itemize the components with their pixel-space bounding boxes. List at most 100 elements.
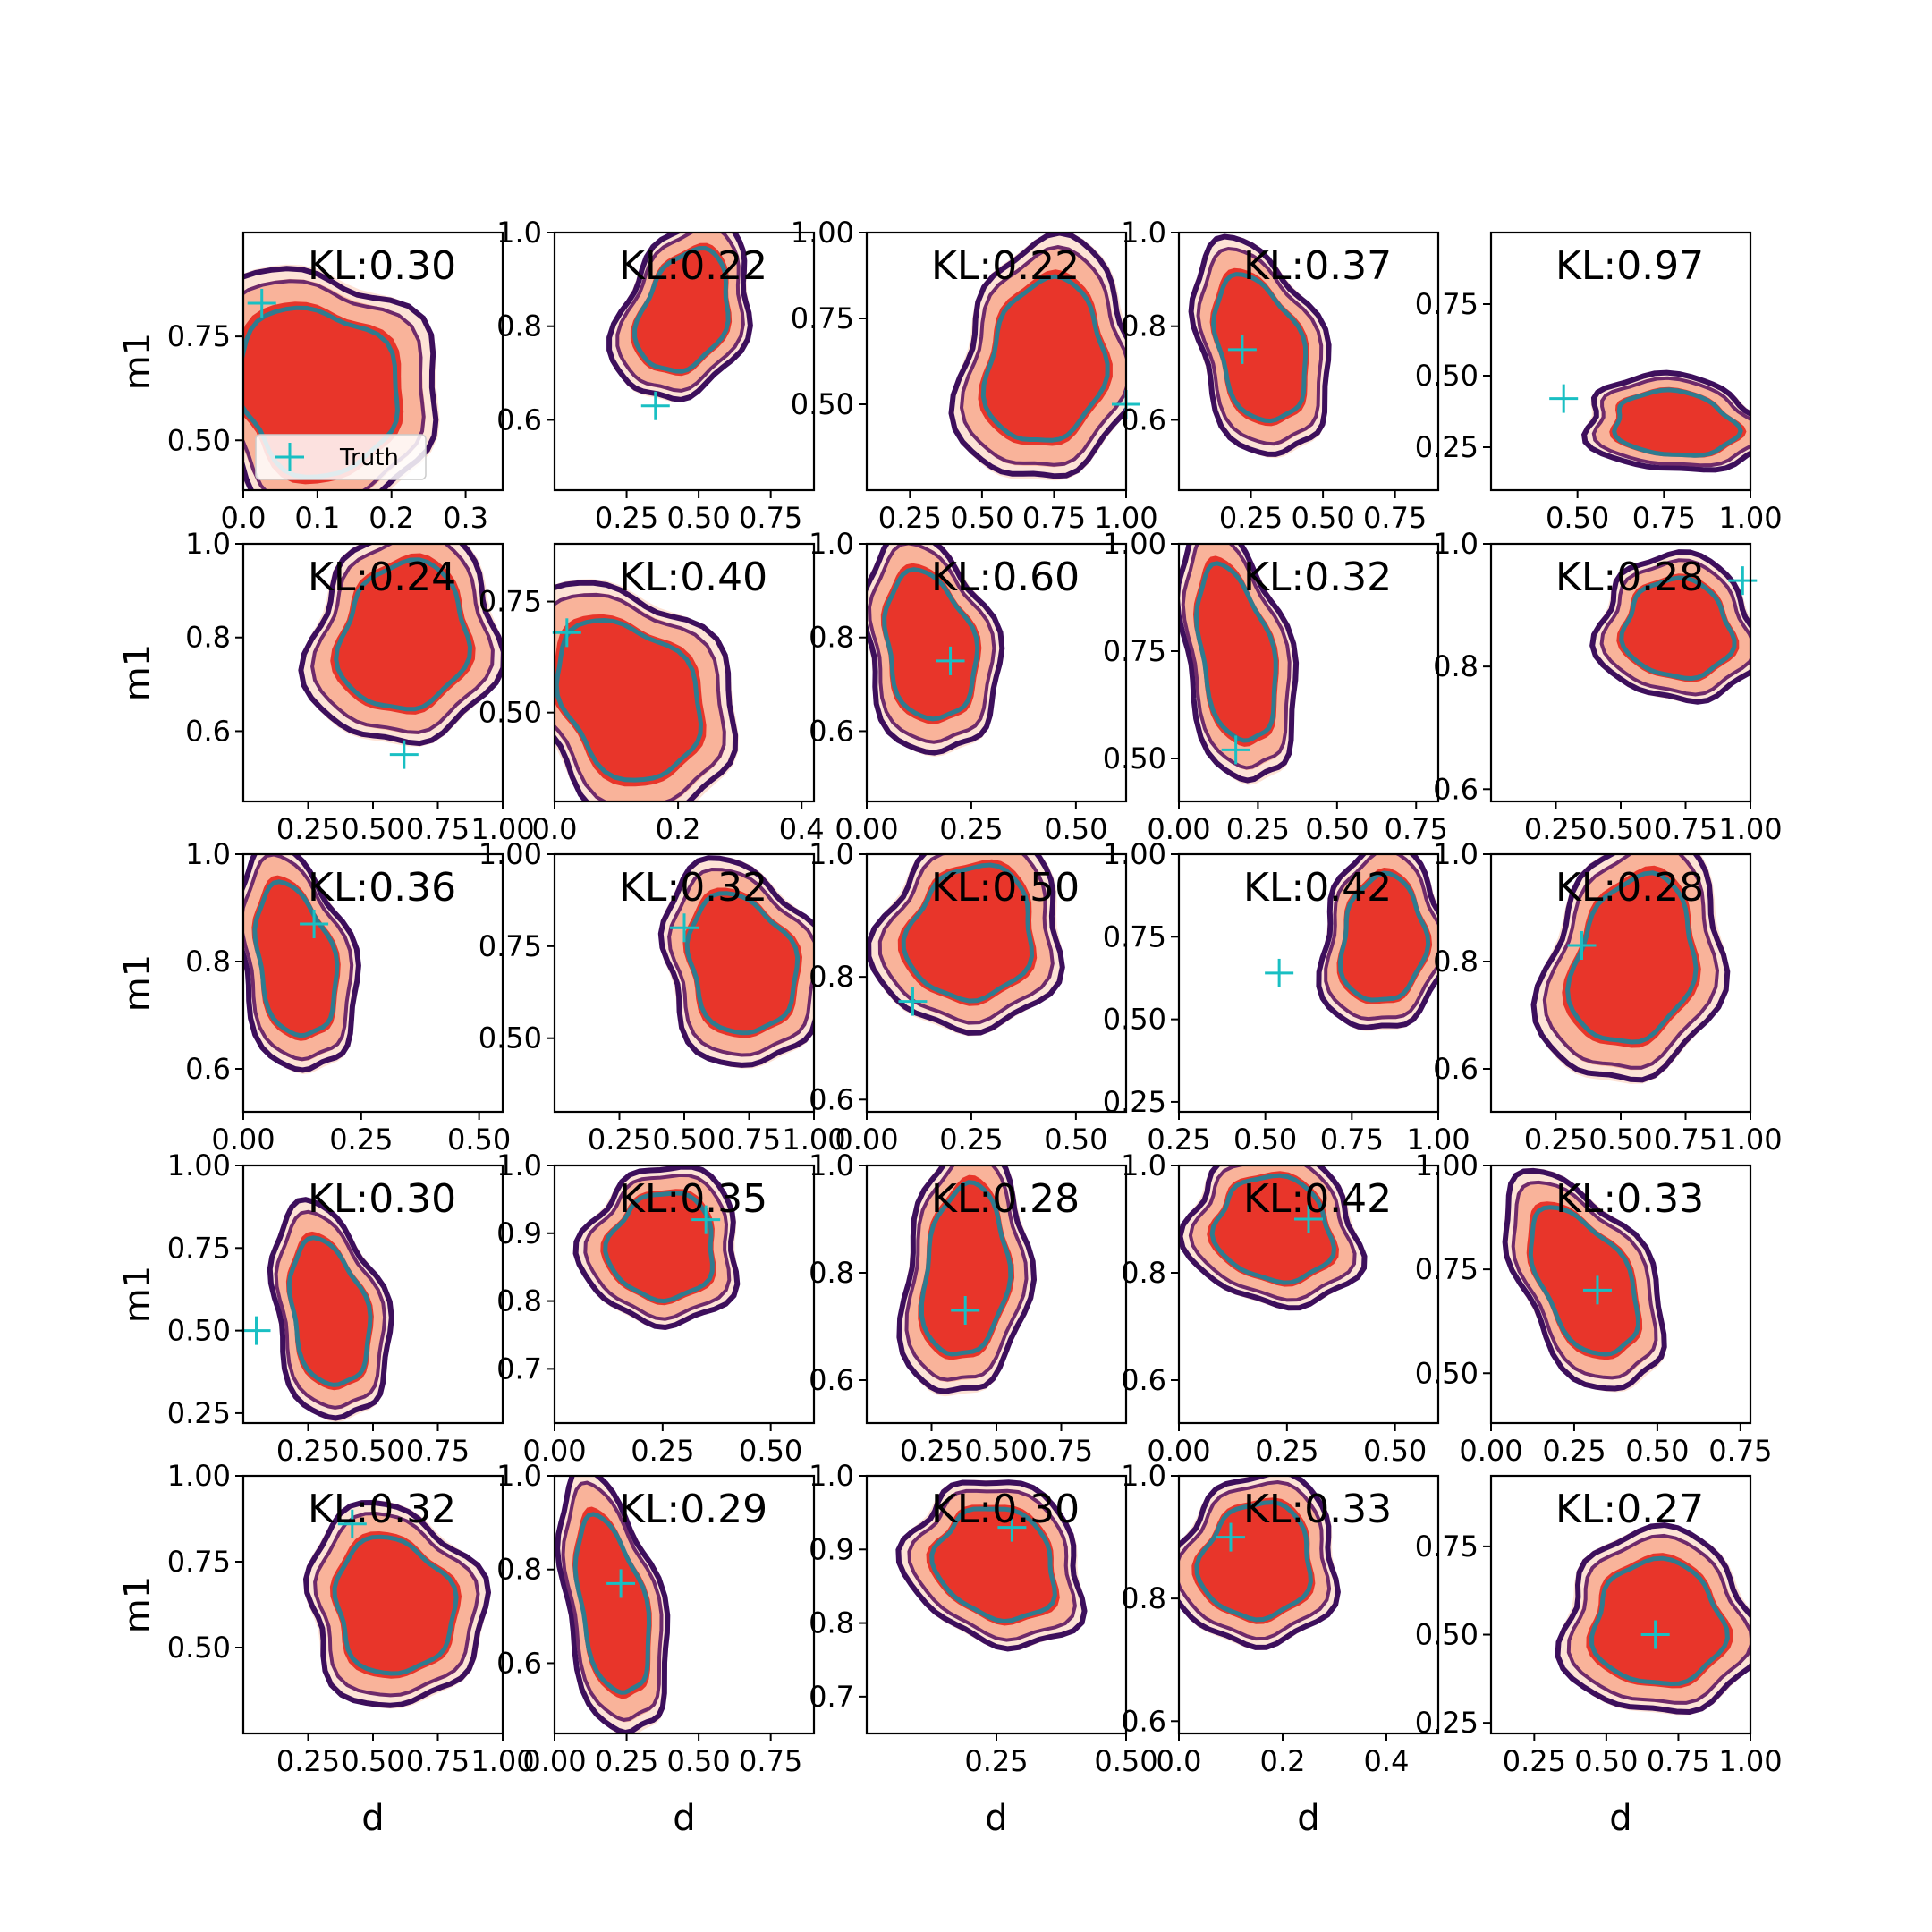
- x-tick-label: 0.25: [276, 1744, 340, 1778]
- x-tick-label: 0.75: [1022, 501, 1086, 535]
- contour-mid: [1542, 854, 1720, 1070]
- truth-marker: [242, 1316, 271, 1345]
- contour-outer: [243, 854, 361, 1073]
- y-tick-label: 1.00: [1103, 527, 1166, 561]
- x-tick-label: 0.0: [532, 812, 578, 846]
- density-contours: [298, 544, 503, 747]
- y-tick-label: 0.75: [167, 1231, 231, 1265]
- density-fill-inner: [330, 553, 476, 715]
- y-tick-label: 0.50: [479, 1021, 542, 1055]
- y-tick-label: 0.50: [479, 696, 542, 730]
- contour-outer: [1502, 1167, 1667, 1392]
- y-tick-label: 0.25: [1415, 1706, 1479, 1740]
- x-tick-label: 0.00: [835, 1123, 898, 1157]
- contour-inner: [901, 862, 1035, 1004]
- kl-annotation: KL:0.22: [931, 243, 1080, 289]
- y-tick-label: 0.50: [167, 1314, 231, 1348]
- contour-mid: [583, 1173, 732, 1321]
- contour-inner: [1619, 575, 1737, 682]
- truth-marker: [1549, 384, 1579, 413]
- y-tick-label: 1.00: [1415, 1148, 1479, 1182]
- x-tick-label: 0.25: [1503, 1744, 1566, 1778]
- x-tick-label: 0.50: [447, 1123, 511, 1157]
- x-tick-label: 1.00: [1094, 501, 1157, 535]
- density-fill-inner: [1207, 1171, 1339, 1287]
- kl-annotation: KL:0.33: [1243, 1487, 1392, 1532]
- contour-mid: [877, 854, 1055, 1025]
- density-contours: [572, 1165, 741, 1331]
- density-contours: [895, 1479, 1088, 1652]
- x-tick-label: 0.75: [1030, 1434, 1093, 1468]
- y-tick-label: 0.6: [1121, 402, 1166, 436]
- contour-mid: [867, 544, 996, 744]
- y-tick-label: 0.75: [167, 319, 231, 353]
- x-tick-label: 0.75: [1647, 1744, 1710, 1778]
- y-tick-label: 1.0: [1433, 837, 1479, 871]
- x-tick-label: 0.75: [1708, 1434, 1772, 1468]
- y-tick-label: 0.8: [809, 1606, 854, 1640]
- density-fill-inner: [978, 269, 1113, 446]
- y-tick-label: 0.6: [496, 1646, 542, 1680]
- x-tick-label: 0.00: [835, 812, 898, 846]
- panel-5-4: 0.0 0.2 0.4 0.6 0.8 1.0 KL:0.33 d: [1121, 1459, 1440, 1839]
- y-tick-label: 1.0: [809, 527, 854, 561]
- truth-marker: [951, 1296, 980, 1325]
- x-tick-label: 0.50: [341, 1434, 404, 1468]
- density-contours: [1179, 544, 1300, 785]
- x-axis-label: d: [985, 1798, 1007, 1839]
- y-tick-label: 0.50: [167, 1631, 231, 1665]
- kl-annotation: KL:0.32: [308, 1487, 456, 1532]
- contour-mid: [310, 544, 495, 734]
- y-tick-label: 0.50: [167, 423, 231, 457]
- axes-frame: [553, 231, 816, 492]
- x-tick-label: 0.00: [211, 1123, 275, 1157]
- x-tick-label: 0.25: [276, 812, 340, 846]
- density-contours: [1179, 1476, 1341, 1650]
- x-tick-label: 0.75: [1385, 812, 1448, 846]
- y-tick-label: 0.75: [479, 585, 542, 619]
- density-contours: [867, 544, 1005, 757]
- density-contours: [1555, 1521, 1750, 1716]
- truth-marker: [640, 391, 670, 420]
- density-contours: [1502, 1167, 1667, 1393]
- legend-box: [255, 434, 427, 480]
- x-tick-label: 0.50: [950, 501, 1013, 535]
- contour-inner: [555, 617, 704, 783]
- y-tick-label: 1.00: [1103, 837, 1166, 871]
- x-tick-label: 0.25: [1542, 1434, 1606, 1468]
- contour-outer: [657, 855, 814, 1068]
- contour-inner: [332, 1534, 459, 1676]
- axes-frame: [1177, 852, 1440, 1114]
- density-contours: [1589, 549, 1750, 705]
- kl-annotation: KL:0.32: [1243, 555, 1392, 600]
- contour-outer: [243, 266, 439, 490]
- contour-inner: [572, 1512, 652, 1695]
- x-tick-label: 0.25: [1219, 501, 1283, 535]
- contour-outer: [302, 1499, 492, 1708]
- density-fill-inner: [285, 1231, 374, 1391]
- y-tick-label: 1.00: [479, 837, 542, 871]
- density-fill-inner: [897, 859, 1038, 1006]
- density-contours: [555, 1476, 671, 1733]
- x-tick-label: 0.75: [406, 812, 470, 846]
- x-tick-label: 0.75: [1632, 501, 1696, 535]
- axes-frame: [553, 542, 816, 803]
- truth-marker: [670, 913, 699, 943]
- x-tick-label: 0.50: [964, 1434, 1028, 1468]
- x-tick-label: 0.0: [1157, 1744, 1202, 1778]
- y-tick-label: 0.8: [1121, 1256, 1166, 1290]
- x-tick-label: 0.25: [329, 1123, 393, 1157]
- panel-2-2: 0.0 0.2 0.4 0.50 0.75 KL:0.40: [479, 542, 825, 846]
- contour-mid: [555, 592, 726, 801]
- axes-frame: [865, 231, 1128, 492]
- contour-mid: [1591, 376, 1750, 468]
- contour-inner: [1589, 1555, 1730, 1687]
- y-tick-label: 1.00: [791, 216, 854, 250]
- contour-inner: [1528, 1205, 1641, 1357]
- y-tick-label: 0.50: [1415, 1618, 1479, 1652]
- truth-marker: [1227, 335, 1257, 364]
- x-tick-label: 0.2: [369, 501, 414, 535]
- contour-mid: [243, 854, 354, 1062]
